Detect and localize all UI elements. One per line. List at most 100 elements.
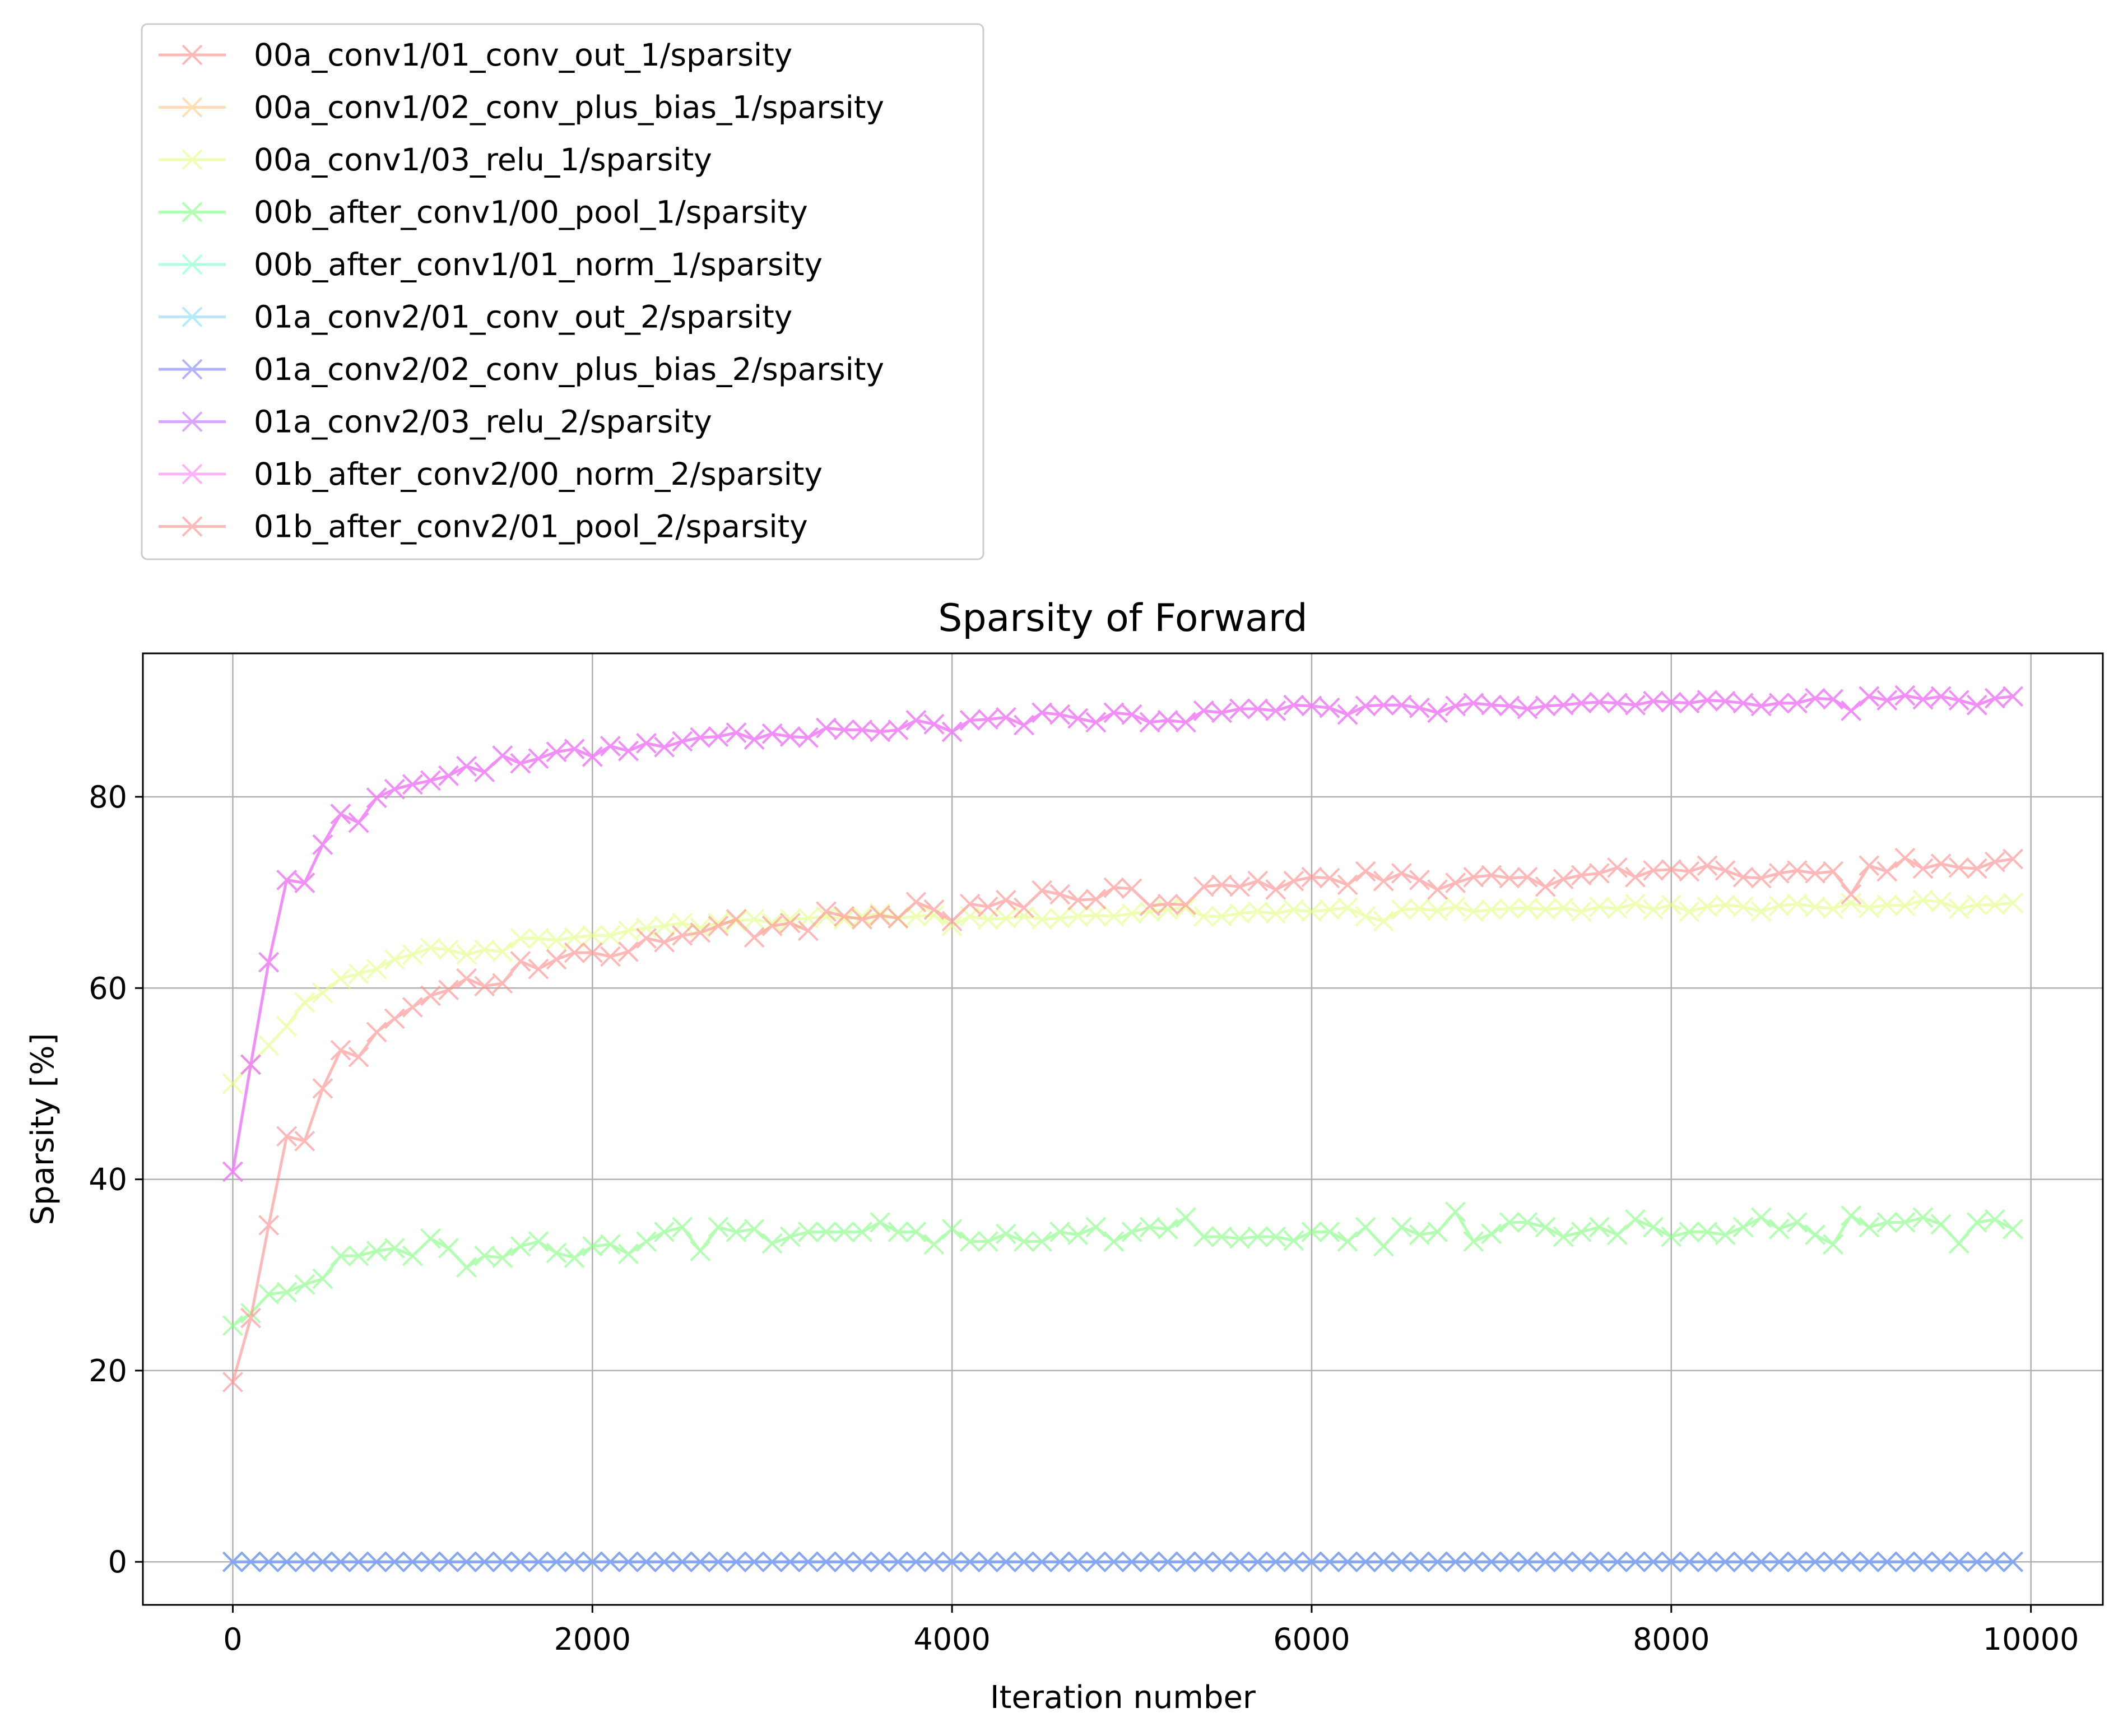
data-point (2003, 892, 2023, 913)
data-point (761, 1551, 783, 1572)
data-point (1229, 1228, 1251, 1249)
data-point (654, 1551, 675, 1572)
data-point (888, 720, 909, 740)
data-point (1445, 896, 1466, 917)
data-point (1930, 892, 1952, 913)
data-point (1301, 901, 1322, 922)
data-point (744, 1551, 765, 1572)
data-point (1373, 1236, 1394, 1257)
legend-label: 00a_conv1/03_relu_1/sparsity (254, 142, 712, 178)
y-tick-label: 20 (89, 1353, 127, 1389)
legend-swatch (159, 202, 226, 222)
data-point (240, 1551, 261, 1572)
data-point (1535, 695, 1556, 717)
data-point (1427, 1222, 1448, 1242)
data-point (1589, 863, 1610, 884)
data-point (761, 915, 783, 936)
data-point (1373, 870, 1394, 892)
data-point (995, 707, 1016, 728)
legend-swatch (159, 97, 226, 118)
data-point (1121, 704, 1142, 725)
data-point (1157, 1551, 1178, 1572)
legend-swatch (159, 359, 226, 380)
data-point (438, 1551, 459, 1572)
data-point (779, 726, 801, 747)
data-point (672, 925, 693, 946)
legend-box (141, 23, 984, 560)
data-point (1032, 1551, 1053, 1572)
data-point (1463, 1551, 1484, 1572)
data-point (1715, 690, 1736, 712)
data-point (1427, 900, 1448, 921)
data-point (1607, 1551, 1628, 1572)
data-point (1139, 712, 1160, 733)
data-point (1553, 694, 1574, 716)
data-point (1265, 1226, 1286, 1247)
data-point (1175, 897, 1196, 918)
data-point (1121, 878, 1142, 899)
data-point (1841, 1205, 1862, 1226)
data-point (923, 1551, 945, 1572)
data-point (240, 1054, 261, 1075)
data-point (1229, 876, 1251, 897)
data-point (366, 1022, 387, 1043)
data-point (1823, 1234, 1844, 1255)
data-point (690, 1241, 711, 1261)
data-point (1355, 906, 1376, 927)
x-tick-label: 2000 (554, 1622, 631, 1657)
data-point (1247, 1551, 1269, 1572)
series-line (232, 1210, 2014, 1327)
data-point (402, 774, 423, 795)
legend-label: 00b_after_conv1/00_pool_1/sparsity (254, 194, 808, 230)
data-point (1463, 866, 1484, 888)
data-point (1103, 877, 1125, 898)
data-point (1768, 1218, 1790, 1240)
data-point (402, 944, 423, 965)
data-point (1409, 1224, 1430, 1245)
data-point (1732, 1551, 1754, 1572)
data-point (1085, 712, 1107, 733)
data-point (1661, 1226, 1682, 1247)
data-point (294, 872, 315, 893)
data-point (1481, 1551, 1502, 1572)
data-point (1535, 1551, 1556, 1572)
data-point (456, 944, 477, 965)
data-point (1283, 870, 1304, 892)
data-point (1876, 894, 1898, 916)
data-point (1876, 861, 1898, 882)
legend-label: 01a_conv2/03_relu_2/sparsity (254, 404, 712, 440)
legend-swatch (159, 516, 226, 537)
data-point (941, 1551, 963, 1572)
data-point (1067, 1224, 1089, 1245)
data-point (816, 717, 837, 739)
data-point (1391, 899, 1412, 920)
data-point (1553, 897, 1574, 918)
data-point (1768, 693, 1790, 714)
data-point (1032, 702, 1053, 723)
data-point (636, 1551, 657, 1572)
data-point (1103, 1231, 1125, 1252)
data-point (834, 906, 854, 927)
data-point (744, 909, 765, 930)
data-point (258, 951, 280, 973)
data-point (1859, 1551, 1880, 1572)
data-point (1014, 906, 1034, 927)
data-point (582, 942, 603, 963)
data-point (1373, 1551, 1394, 1572)
data-point (1355, 695, 1376, 717)
legend-label: 01b_after_conv2/00_norm_2/sparsity (254, 456, 823, 492)
data-point (1823, 898, 1844, 920)
series-3 (222, 1201, 2023, 1336)
data-point (222, 1315, 243, 1336)
data-point (1661, 894, 1682, 916)
data-point (1229, 1551, 1251, 1572)
data-point (1445, 872, 1466, 893)
data-point (1067, 1551, 1089, 1572)
data-point (1679, 693, 1700, 714)
data-point (1481, 865, 1502, 886)
data-point (510, 753, 531, 774)
data-point (600, 925, 621, 946)
data-point (1715, 860, 1736, 881)
data-point (474, 939, 495, 960)
data-point (1085, 905, 1107, 926)
